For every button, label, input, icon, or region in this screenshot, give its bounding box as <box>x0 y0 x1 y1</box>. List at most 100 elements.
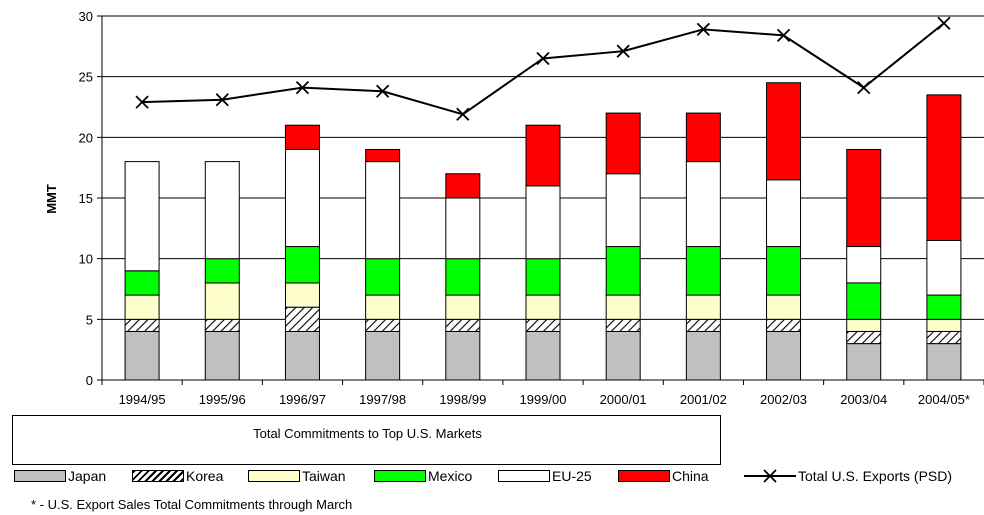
x-tick-label: 1999/00 <box>520 392 567 407</box>
total-exports-point <box>937 16 951 30</box>
total-exports-point <box>215 93 229 107</box>
legend-title: Total Commitments to Top U.S. Markets <box>253 426 482 441</box>
legend-label: Taiwan <box>302 468 346 484</box>
bar-segment-japan <box>204 330 240 381</box>
bar-segment-japan <box>926 343 962 381</box>
bar-segment-mexico <box>204 258 240 284</box>
bar-segment-taiwan <box>605 294 641 320</box>
bar-segment-korea <box>846 330 882 345</box>
bar-segment-taiwan <box>926 318 962 332</box>
bar-segment-taiwan <box>124 294 160 320</box>
bar-segment-china <box>365 148 401 163</box>
x-tick-label: 1995/96 <box>199 392 246 407</box>
y-tick-label: 5 <box>86 312 93 327</box>
bar-segment-mexico <box>525 258 561 296</box>
bar-segment-korea <box>685 318 721 332</box>
bar-segment-korea <box>284 306 320 332</box>
x-tick-label: 2001/02 <box>680 392 727 407</box>
bar-segment-japan <box>766 330 802 381</box>
bar-segment-mexico <box>846 282 882 320</box>
bar-segment-japan <box>284 330 320 381</box>
bar-segment-mexico <box>926 294 962 320</box>
legend: Japan Korea Taiwan Mexico EU-25 China Total U.… <box>14 466 979 486</box>
x-tick-label: 1998/99 <box>439 392 486 407</box>
total-exports-point <box>616 44 630 58</box>
bar-segment-eu-25 <box>525 185 561 260</box>
bars <box>124 82 962 381</box>
total-exports-point <box>135 95 149 109</box>
bar-segment-eu-25 <box>124 161 160 272</box>
bar-segment-china <box>284 124 320 150</box>
bar-segment-eu-25 <box>926 239 962 296</box>
legend-label: Mexico <box>428 468 473 484</box>
legend-item-mexico: Mexico <box>374 466 472 486</box>
bar-segment-eu-25 <box>766 179 802 248</box>
legend-item-korea: Korea <box>132 466 223 486</box>
bar-segment-korea <box>124 318 160 332</box>
bar-segment-japan <box>685 330 721 381</box>
bar-segment-taiwan <box>284 282 320 308</box>
legend-label: Korea <box>186 468 224 484</box>
total-exports-point <box>375 84 390 98</box>
axes: 0 5 10 15 20 25 30 1994/95 1995/96 1996/97 1997/98… <box>79 9 984 407</box>
footnote: * - U.S. Export Sales Total Commitments … <box>31 497 353 512</box>
legend-swatch <box>374 470 426 482</box>
bar-segment-korea <box>926 330 962 345</box>
y-tick-label: 10 <box>79 252 93 267</box>
bar-segment-eu-25 <box>605 173 641 248</box>
bar-segment-japan <box>445 330 481 381</box>
bar-segment-korea <box>445 318 481 332</box>
bar-segment-china <box>926 94 962 241</box>
legend-swatch <box>618 470 670 482</box>
legend-line-marker <box>744 469 796 483</box>
bar-segment-china <box>685 112 721 163</box>
y-tick-label: 30 <box>79 9 93 24</box>
bar-segment-mexico <box>445 258 481 296</box>
y-tick-label: 20 <box>79 130 93 145</box>
bar-segment-eu-25 <box>284 148 320 248</box>
legend-label: EU-25 <box>552 468 592 484</box>
y-tick-label: 25 <box>79 70 93 85</box>
legend-item-total-exports: Total U.S. Exports (PSD) <box>744 466 952 486</box>
bar-segment-china <box>445 173 481 199</box>
bar-segment-taiwan <box>525 294 561 320</box>
bar-segment-taiwan <box>685 294 721 320</box>
bar-segment-taiwan <box>204 282 240 320</box>
total-exports-polyline <box>142 22 945 116</box>
bar-segment-eu-25 <box>445 197 481 260</box>
bar-segment-korea <box>204 318 240 332</box>
bar-segment-eu-25 <box>204 161 240 260</box>
x-tick-label: 2003/04 <box>840 392 887 407</box>
x-tick-label: 2004/05* <box>918 392 970 407</box>
bar-segment-japan <box>846 343 882 381</box>
legend-item-china: China <box>618 466 709 486</box>
bar-segment-china <box>605 112 641 175</box>
chart-canvas: 0 5 10 15 20 25 30 1994/95 1995/96 1996/97 1997/98… <box>44 9 984 407</box>
bar-segment-taiwan <box>846 318 882 332</box>
bar-segment-japan <box>525 330 561 381</box>
total-exports-point <box>456 107 470 121</box>
y-tick-label: 15 <box>79 191 93 206</box>
bar-segment-taiwan <box>766 294 802 320</box>
bar-segment-korea <box>525 318 561 332</box>
bar-segment-china <box>846 148 882 248</box>
bar-segment-mexico <box>124 270 160 296</box>
legend-label: China <box>672 468 709 484</box>
legend-box: Total Commitments to Top U.S. Markets <box>12 415 721 465</box>
bar-segment-eu-25 <box>846 246 882 284</box>
legend-label: Total U.S. Exports (PSD) <box>798 468 953 484</box>
bar-segment-mexico <box>284 246 320 284</box>
y-tick-label: 0 <box>86 373 93 388</box>
total-exports-point <box>696 22 711 36</box>
x-tick-label: 2000/01 <box>600 392 647 407</box>
legend-item-eu-25: EU-25 <box>498 466 592 486</box>
total-exports-point <box>857 80 871 95</box>
total-exports-point <box>776 28 791 43</box>
bar-segment-mexico <box>766 246 802 296</box>
x-tick-label: 1996/97 <box>279 392 326 407</box>
legend-swatch <box>132 470 184 482</box>
total-exports-point <box>536 51 550 66</box>
bar-segment-korea <box>766 318 802 332</box>
bar-segment-china <box>525 124 561 187</box>
bar-segment-eu-25 <box>365 161 401 260</box>
